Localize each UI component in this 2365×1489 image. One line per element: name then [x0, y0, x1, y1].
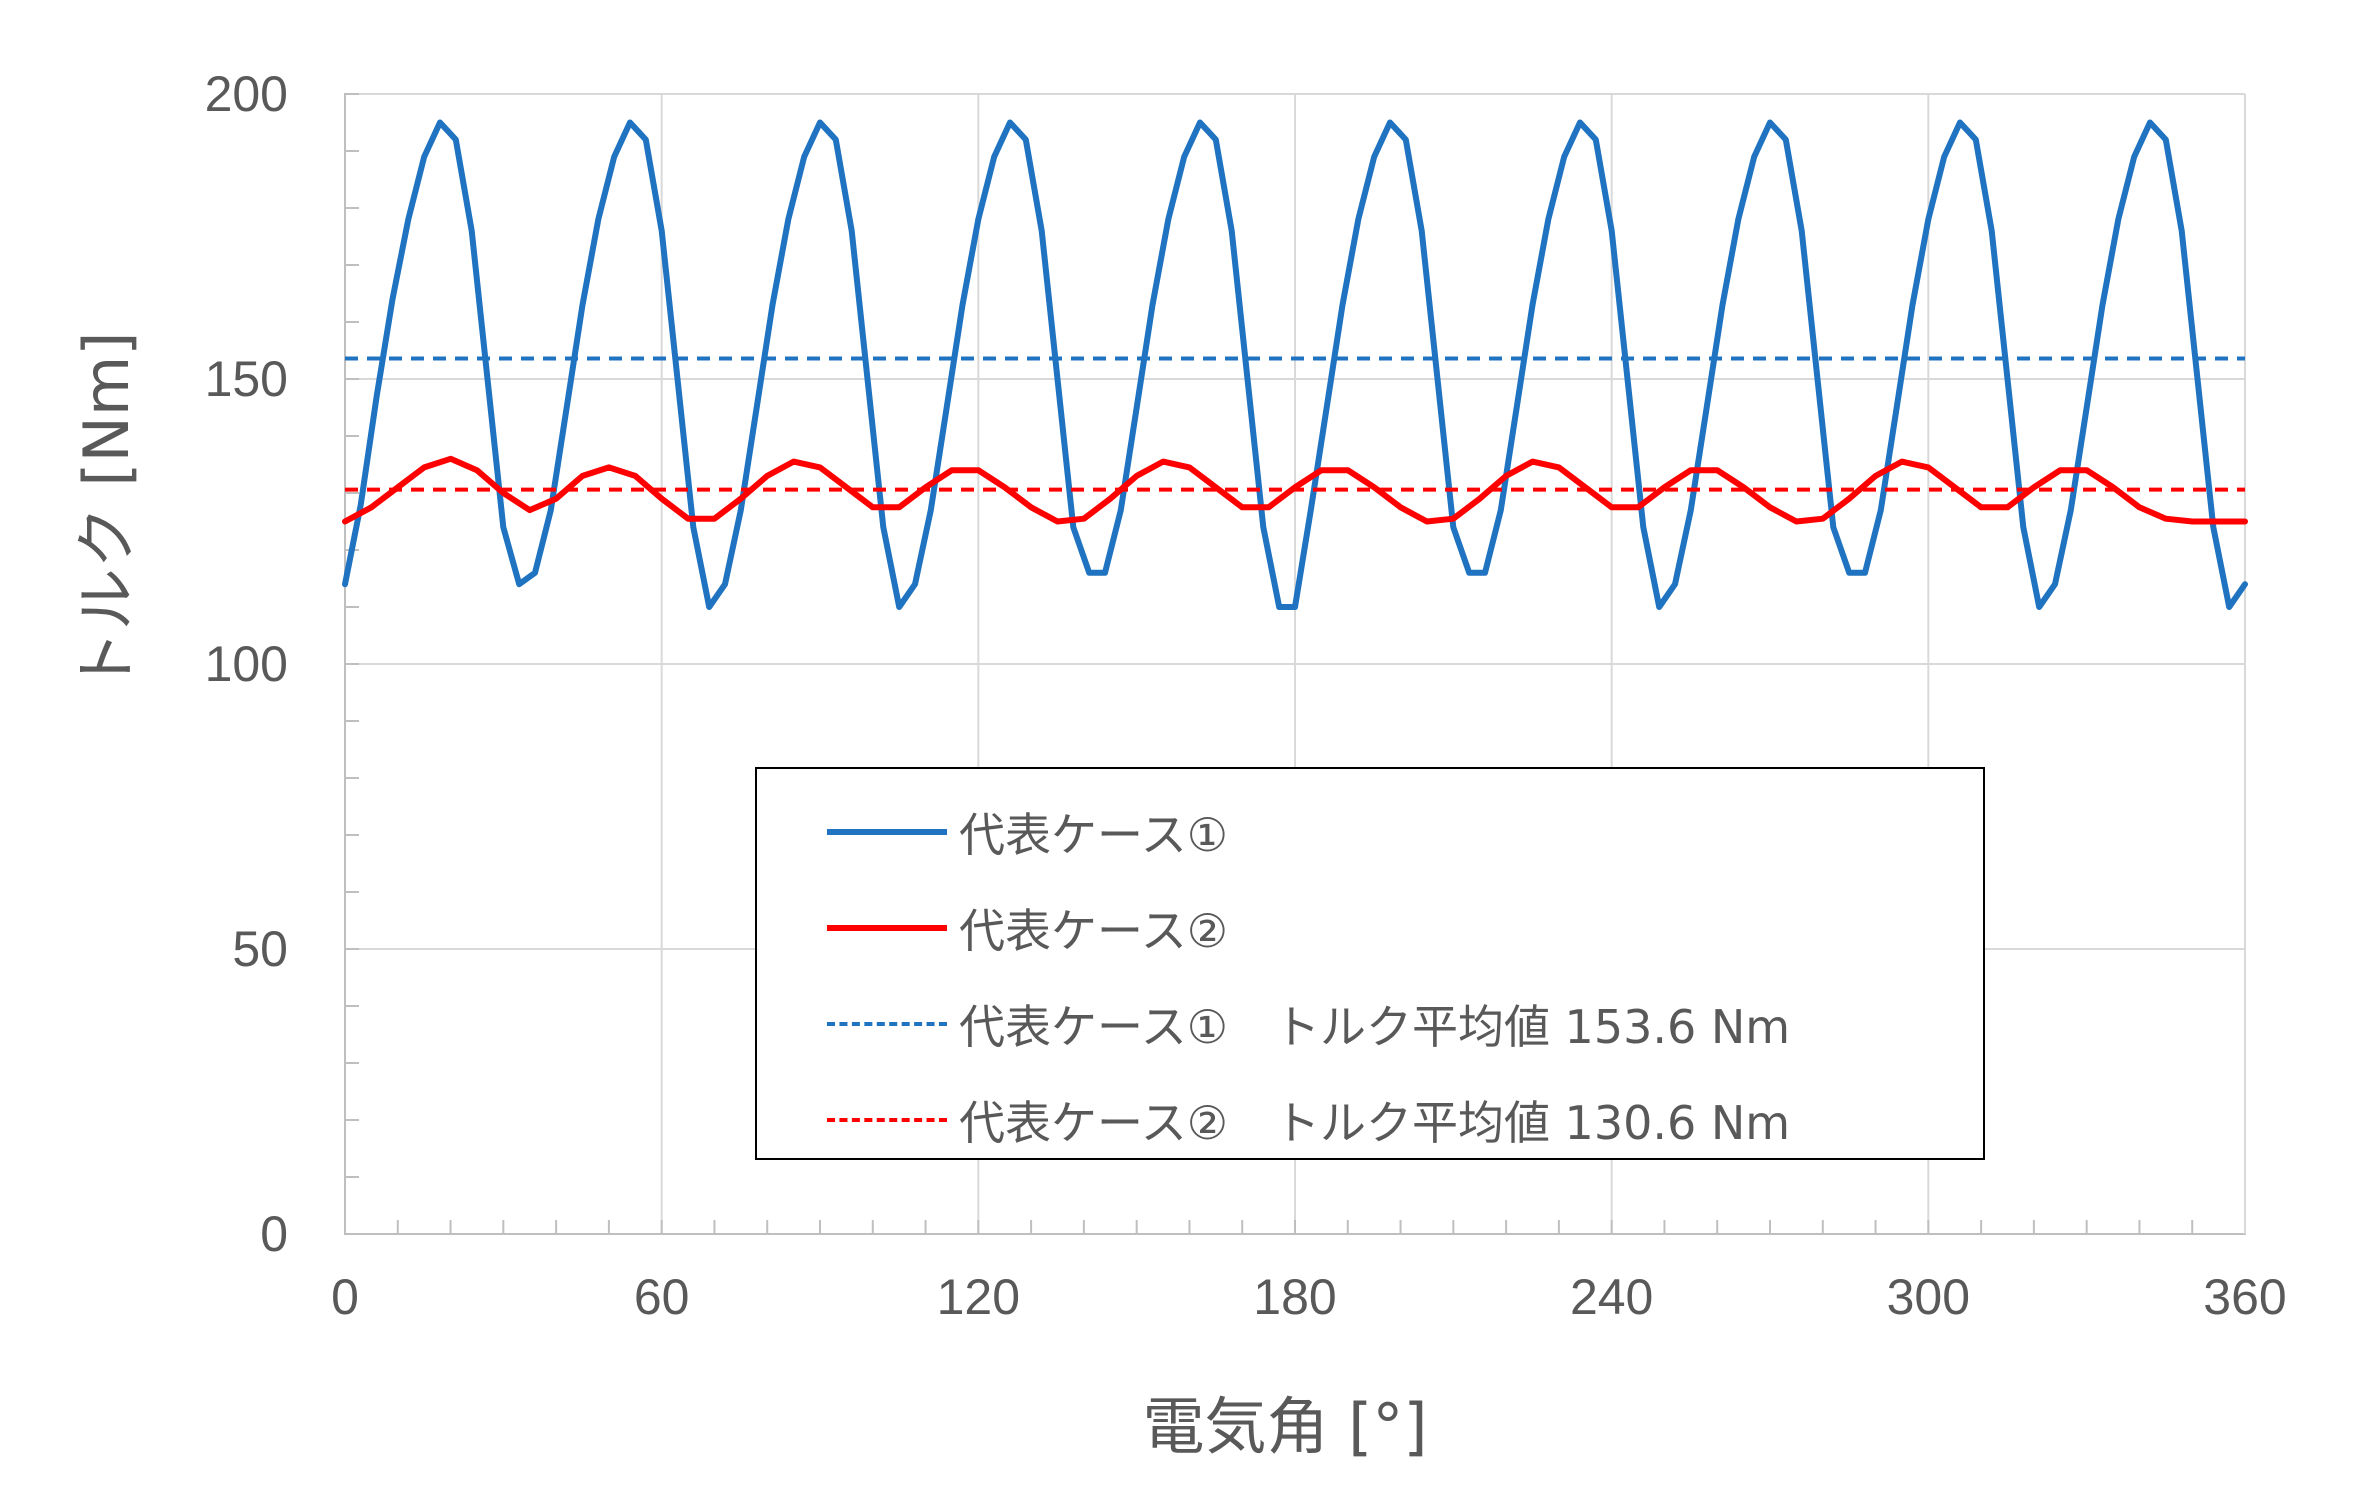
x-tick-label: 0	[331, 1269, 359, 1325]
y-tick-label: 100	[205, 636, 288, 692]
y-tick-label: 150	[205, 351, 288, 407]
legend-label: 代表ケース② トルク平均値 130.6 Nm	[959, 1096, 1791, 1150]
x-axis-title: 電気角 [°]	[1142, 1390, 1427, 1463]
minor-tick-marks	[344, 93, 2246, 1235]
legend-label: 代表ケース① トルク平均値 153.6 Nm	[959, 1000, 1791, 1054]
legend-swatch	[827, 1022, 947, 1026]
legend-swatch	[827, 925, 947, 931]
legend-label: 代表ケース②	[959, 904, 1228, 958]
legend-swatch	[827, 1118, 947, 1122]
tick-labels: 0 50 100 150 200 0 60 120 180 240 300 360	[205, 66, 2287, 1325]
series-line-1	[342, 119, 2248, 610]
legend-entry-1: 代表ケース①	[827, 797, 1228, 867]
y-tick-label: 50	[232, 921, 288, 977]
x-tick-label: 120	[937, 1269, 1020, 1325]
legend-entry-2: 代表ケース②	[827, 893, 1228, 963]
legend-label: 代表ケース①	[959, 808, 1228, 862]
x-tick-label: 300	[1887, 1269, 1970, 1325]
legend: 代表ケース① 代表ケース② 代表ケース① トルク平均値 153.6 Nm 代表ケース②…	[755, 767, 1985, 1160]
series-layer	[342, 119, 2248, 610]
x-tick-label: 180	[1253, 1269, 1336, 1325]
x-tick-label: 360	[2203, 1269, 2286, 1325]
x-tick-label: 60	[634, 1269, 690, 1325]
y-axis-title: トルク [Nm]	[70, 332, 143, 693]
x-tick-label: 240	[1570, 1269, 1653, 1325]
series-line-2	[342, 455, 2248, 525]
legend-entry-4: 代表ケース② トルク平均値 130.6 Nm	[827, 1085, 1790, 1155]
axes	[344, 94, 2246, 1235]
y-tick-label: 200	[205, 66, 288, 122]
y-tick-label: 0	[260, 1206, 288, 1262]
legend-entry-3: 代表ケース① トルク平均値 153.6 Nm	[827, 989, 1790, 1059]
legend-swatch	[827, 829, 947, 835]
